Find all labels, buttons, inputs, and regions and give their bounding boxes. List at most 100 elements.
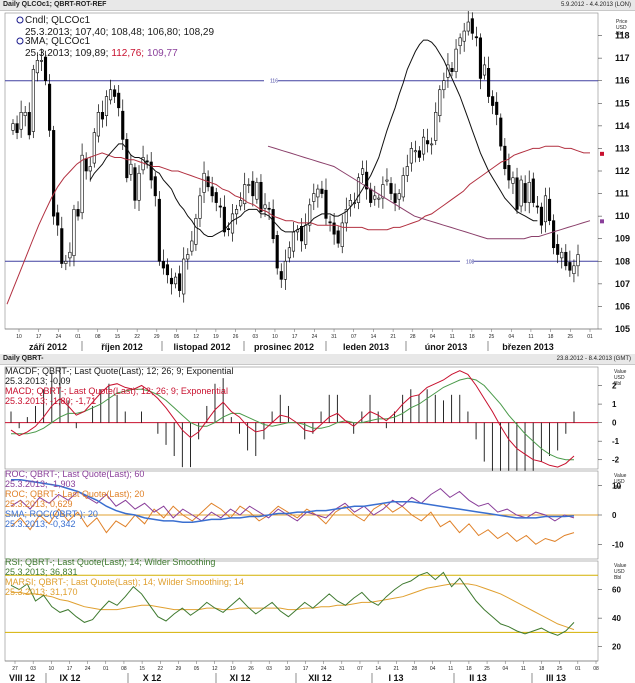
price-x-tick-label: 24: [56, 334, 62, 340]
candle-body: [137, 172, 141, 201]
price-x-tick-label: 25: [568, 334, 574, 340]
candle-body: [64, 260, 68, 264]
indicator-month-label: IX 12: [59, 673, 80, 683]
candle-body: [239, 200, 243, 207]
candle-body: [430, 143, 434, 146]
price-x-tick-label: 05: [174, 334, 180, 340]
candle-body: [336, 230, 340, 244]
rsi-line: [10, 571, 575, 636]
candle-body: [556, 244, 560, 255]
roc-legend1: ROC; QBRT-; Last Quote(Last); 60: [5, 469, 144, 479]
indicator-x-tick-label: 18: [466, 666, 472, 672]
candle-body: [218, 205, 222, 208]
indicator-x-tick-label: 24: [85, 666, 91, 672]
candle-body: [165, 264, 170, 276]
candle-body: [108, 89, 113, 101]
price-x-tick-label: 03: [252, 334, 258, 340]
price-x-tick-label: 10: [272, 334, 278, 340]
candle-body: [369, 188, 373, 203]
candle-body: [401, 175, 405, 198]
roc-values2: 25.3.2013; 0,629: [5, 499, 73, 509]
candle-body: [470, 18, 474, 34]
roc-axis-tick-label: -10: [612, 540, 624, 549]
indicator-axis-unit-usd: USD: [614, 479, 625, 485]
candle-body: [474, 36, 478, 39]
candle-body: [572, 265, 576, 275]
candle-body: [507, 165, 511, 181]
candle-body: [356, 177, 361, 203]
candle-body: [267, 207, 271, 210]
candle-body: [332, 222, 336, 235]
indicator-month-label: VIII 12: [9, 673, 35, 683]
candle-body: [84, 158, 88, 172]
macd-legend2: MACD; QBRT-; Last Quote(Last); 12; 26; 9…: [5, 386, 228, 396]
price-x-tick-label: 24: [312, 334, 318, 340]
indicator-axis-unit-value: Value: [614, 369, 627, 375]
candle-body: [576, 254, 580, 267]
price-axis-unit-price: Price: [616, 19, 628, 25]
candle-body: [251, 180, 255, 197]
price-x-tick-label: 01: [587, 334, 593, 340]
candle-body: [145, 160, 149, 163]
candle-body: [72, 209, 76, 256]
indicator-month-label: I 13: [388, 673, 403, 683]
indicator-x-tick-label: 17: [67, 666, 73, 672]
candle-body: [450, 67, 454, 72]
price-month-label: říjen 2012: [101, 342, 143, 352]
candle-body: [31, 69, 35, 132]
indicator-x-tick-label: 24: [321, 666, 327, 672]
candle-body: [426, 140, 430, 145]
candle-body: [100, 112, 104, 120]
price-axis-label: 108: [615, 256, 630, 266]
candle-body: [243, 184, 247, 205]
price-window-titlebar[interactable]: Daily QLCOc1; QBRT-ROT-REF 5.9.2012 - 4.…: [0, 0, 635, 11]
indicator-x-tick-label: 18: [539, 666, 545, 672]
indicator-x-tick-label: 11: [448, 666, 453, 672]
candle-body: [515, 177, 519, 210]
indicator-window-titlebar[interactable]: Daily QBRT- 23.8.2012 - 8.4.2013 (GMT): [0, 354, 635, 365]
candle-body: [52, 130, 56, 217]
price-axis-label: 109: [615, 234, 630, 244]
price-x-tick-label: 19: [213, 334, 219, 340]
marsi-line: [11, 583, 575, 631]
roc-values3: 25.3.2013; -0,342: [5, 519, 76, 529]
candle-body: [214, 192, 218, 203]
price-x-tick-label: 04: [508, 334, 514, 340]
roc-axis-tick-label: 10: [612, 482, 621, 491]
candle-body: [438, 89, 442, 117]
indicator-window: Daily QBRT- 23.8.2012 - 8.4.2013 (GMT) V…: [0, 354, 635, 683]
candle-body: [149, 161, 153, 181]
candle-body: [560, 251, 564, 259]
macd-axis-tick-label: 0: [612, 419, 617, 428]
candle-body: [198, 195, 202, 219]
candle-body: [23, 112, 27, 116]
candle-body: [458, 37, 462, 47]
price-axis-label: 116: [615, 76, 630, 86]
legend2-icon: [16, 37, 24, 45]
ma-violet-line: [267, 145, 591, 240]
candle-body: [462, 30, 466, 42]
roc-legend2: ROC; QBRT-; Last Quote(Last); 20: [5, 489, 144, 499]
candle-body: [405, 166, 409, 176]
reference-line-label: 108: [466, 259, 475, 265]
candle-body: [230, 213, 235, 234]
candle-body: [43, 56, 48, 82]
candle-body: [202, 172, 206, 193]
roc-legend3: SMA; ROC(QBRT-); 20: [5, 509, 98, 519]
roc20-line: [10, 502, 575, 545]
candle-body: [478, 37, 483, 79]
candle-body: [263, 204, 267, 209]
price-x-tick-label: 21: [390, 334, 396, 340]
candle-body: [125, 139, 129, 179]
candle-body: [300, 226, 304, 242]
candle-body: [104, 96, 109, 116]
rsi-legend1: RSI; QBRT-; Last Quote(Last); 14; Wilder…: [5, 557, 215, 567]
price-x-tick-label: 26: [233, 334, 239, 340]
candle-body: [328, 221, 332, 224]
candle-body: [487, 67, 491, 97]
indicator-x-tick-label: 11: [521, 666, 526, 672]
candle-body: [340, 222, 344, 247]
price-axis-label: 115: [615, 98, 630, 108]
indicator-chart[interactable]: ValueUSDBbl-2-1012ValueUSDBbl-10010Value…: [0, 365, 635, 683]
